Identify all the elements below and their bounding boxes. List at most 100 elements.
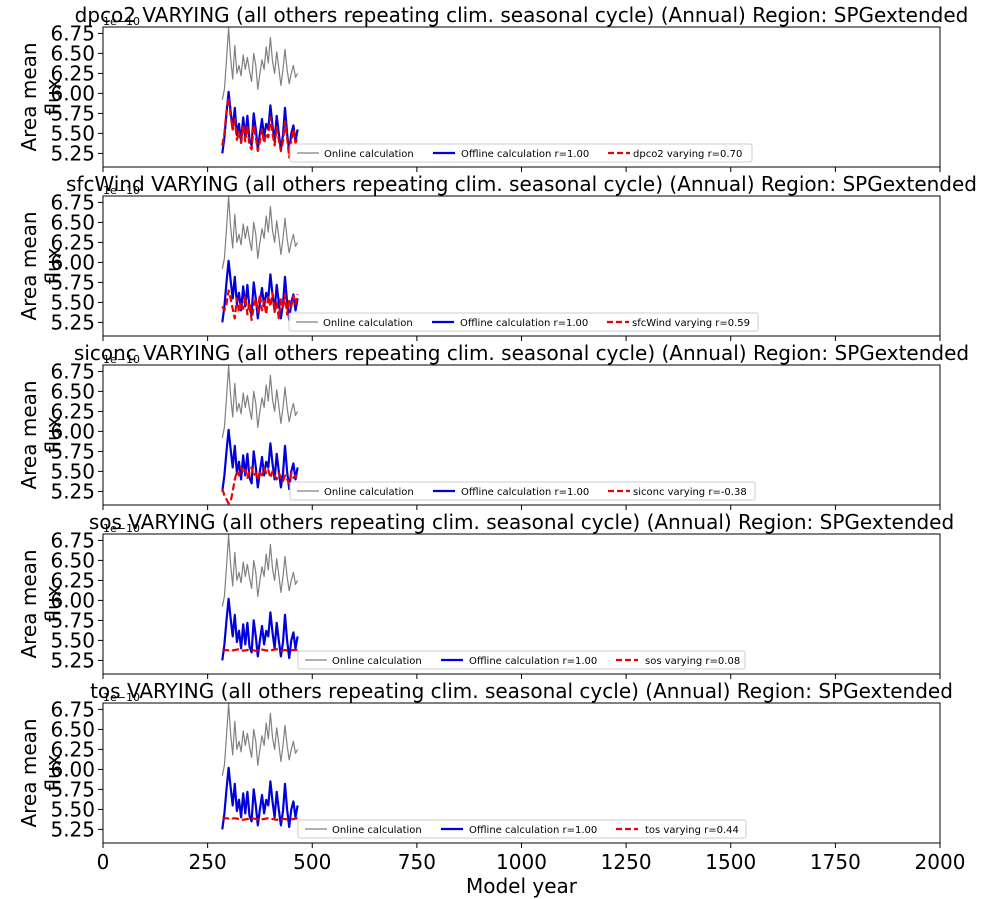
y-tick-label: 6.25 [50,399,95,423]
y-tick-label: 5.50 [50,797,95,821]
x-tick-label: 1500 [705,850,756,874]
x-tick-label: 750 [398,850,436,874]
y-tick-label: 6.50 [50,548,95,572]
panel-2: sfcWind VARYING (all others repeating cl… [17,172,977,341]
x-tick-label: 500 [293,850,331,874]
panel-1: dpco2 VARYING (all others repeating clim… [17,3,968,172]
panel-title: tos VARYING (all others repeating clim. … [90,679,953,703]
y-axis-label: Area meanflux [17,42,65,151]
y-axis-label: Area meanflux [17,549,65,658]
legend-box [289,481,756,501]
y-tick-label: 6.50 [50,41,95,65]
legend-label-1: Online calculation [323,318,413,329]
x-tick-label: 0 [97,850,110,874]
y-axis-label-line: Area mean [17,211,41,320]
y-axis-label-line: Area mean [17,549,41,658]
y-axis-label-line: flux [41,585,65,622]
legend: Online calculation Offline calculation r=… [288,312,759,332]
x-tick-label: 1750 [810,850,861,874]
y-tick-label: 6.25 [50,230,95,254]
panel-4: sos VARYING (all others repeating clim. … [17,510,954,679]
y-tick-label: 5.50 [50,459,95,483]
series-line-2 [221,90,299,154]
y-offset-label: 1e−10 [103,15,140,28]
y-tick-label: 6.75 [50,528,95,552]
panel-title: siconc VARYING (all others repeating cli… [74,341,969,365]
y-tick-label: 6.75 [50,359,95,383]
y-axis-label-line: Area mean [17,42,41,151]
y-tick-label: 5.75 [50,777,95,801]
y-axis-label: Area meanflux [17,380,65,489]
y-tick-label: 6.50 [50,210,95,234]
y-axis-label-line: flux [41,247,65,284]
y-tick-label: 6.25 [50,737,95,761]
y-tick-label: 6.00 [50,419,95,443]
legend-label-2: Offline calculation r=1.00 [469,656,597,667]
legend-label-2: Offline calculation r=1.00 [461,487,589,498]
series-line-3 [222,648,298,652]
y-axis-label-line: flux [41,78,65,115]
y-tick-label: 5.75 [50,608,95,632]
series-line-2 [221,597,299,661]
series-line-2 [221,428,299,492]
legend: Online calculation Offline calculation r=… [297,650,746,670]
legend-label-3: dpco2 varying r=0.70 [633,149,742,160]
series-line-2 [221,766,299,830]
legend-label-1: Online calculation [332,656,422,667]
legend-label-3: sos varying r=0.08 [645,656,740,667]
y-tick-label: 5.75 [50,270,95,294]
y-tick-label: 6.50 [50,379,95,403]
y-tick-label: 6.25 [50,61,95,85]
y-offset-label: 1e−10 [103,184,140,197]
y-axis-label: Area meanflux [17,211,65,320]
legend-label-1: Online calculation [324,487,414,498]
y-tick-label: 5.75 [50,101,95,125]
series-line-1 [221,27,299,100]
x-tick-label: 1000 [496,850,547,874]
legend-label-3: siconc varying r=-0.38 [633,487,747,498]
series-line-1 [221,365,299,438]
series-line-3 [221,96,299,159]
x-axis-label: Model year [466,874,578,898]
y-tick-label: 5.50 [50,121,95,145]
y-axis-label-line: Area mean [17,380,41,489]
y-tick-label: 5.25 [50,479,95,503]
y-tick-label: 6.25 [50,568,95,592]
legend-label-2: Offline calculation r=1.00 [469,825,597,836]
legend-label-1: Online calculation [332,825,422,836]
y-tick-label: 6.00 [50,250,95,274]
y-tick-label: 5.75 [50,439,95,463]
panel-title: dpco2 VARYING (all others repeating clim… [75,3,969,27]
series-line-3 [222,817,298,821]
y-tick-label: 6.00 [50,588,95,612]
y-axis-label: Area meanflux [17,718,65,827]
legend-label-1: Online calculation [324,149,414,160]
x-tick-label: 2000 [915,850,966,874]
legend-label-2: Offline calculation r=1.00 [461,149,589,160]
y-tick-label: 6.50 [50,717,95,741]
legend: Online calculation Offline calculation r=… [289,143,753,163]
series-line-3 [221,466,299,505]
y-tick-label: 6.75 [50,190,95,214]
legend: Online calculation Offline calculation r=… [289,481,756,501]
x-tick-label: 1250 [601,850,652,874]
y-offset-label: 1e−10 [103,522,140,535]
panel-title: sfcWind VARYING (all others repeating cl… [66,172,977,196]
y-tick-label: 6.75 [50,21,95,45]
legend-box [297,650,746,670]
y-tick-label: 5.25 [50,141,95,165]
panel-3: siconc VARYING (all others repeating cli… [17,341,969,510]
series-line-1 [221,196,299,269]
legend-box [297,819,747,839]
series-line-1 [221,534,299,607]
panel-title: sos VARYING (all others repeating clim. … [89,510,954,534]
y-tick-label: 5.25 [50,817,95,841]
y-tick-label: 5.25 [50,648,95,672]
series-line-1 [221,703,299,776]
panel-5: tos VARYING (all others repeating clim. … [17,679,965,898]
y-axis-label-line: flux [41,416,65,453]
legend-label-2: Offline calculation r=1.00 [460,318,588,329]
x-tick-label: 250 [189,850,227,874]
y-tick-label: 6.75 [50,697,95,721]
y-offset-label: 1e−10 [103,353,140,366]
